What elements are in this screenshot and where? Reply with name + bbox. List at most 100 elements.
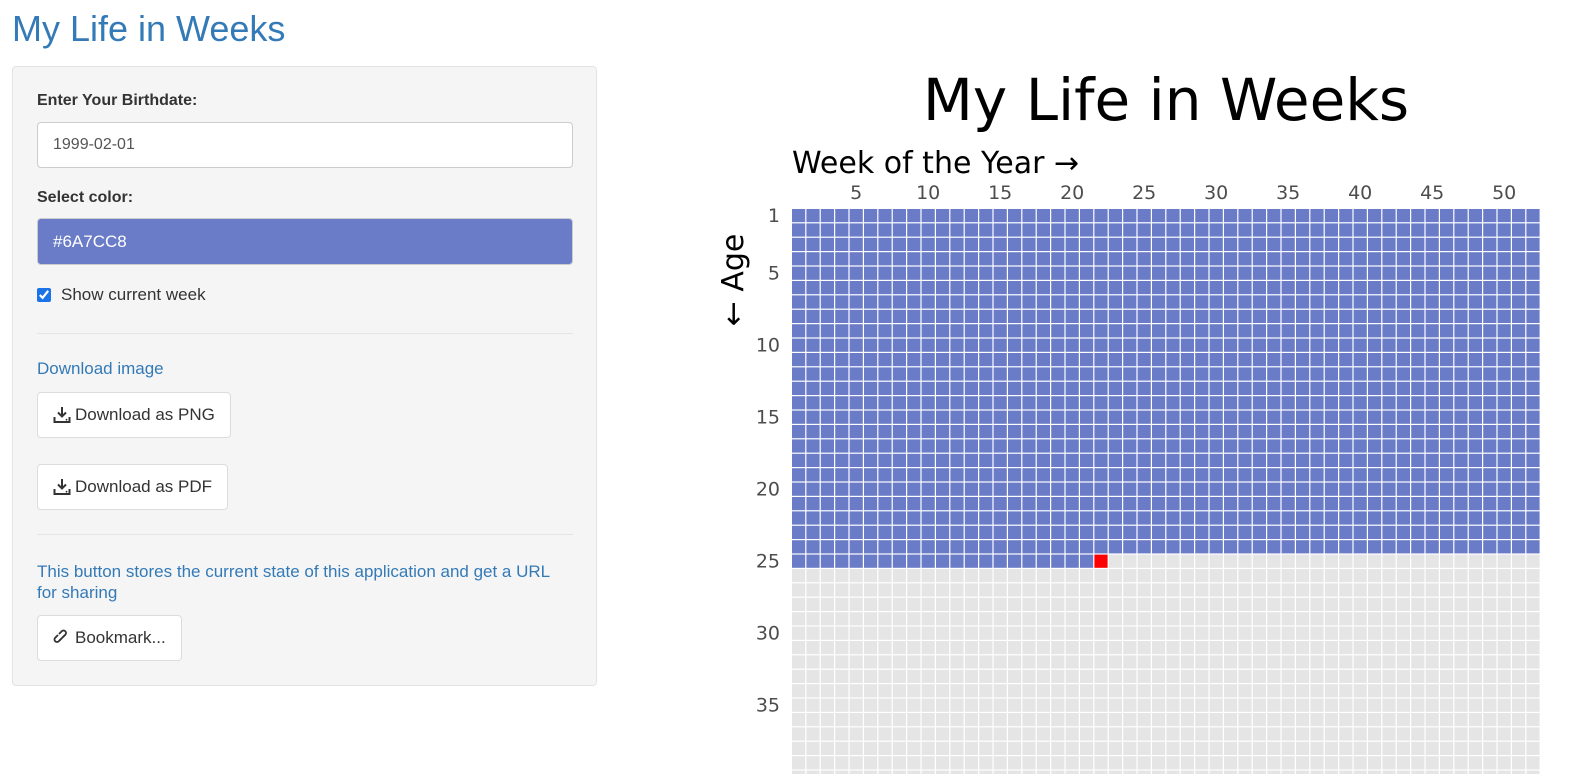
lived-week-cell — [1252, 338, 1266, 352]
lived-week-cell — [1396, 497, 1410, 511]
lived-week-cell — [1396, 381, 1410, 395]
lived-week-cell — [1224, 497, 1238, 511]
lived-week-cell — [964, 439, 978, 453]
lived-week-cell — [1166, 540, 1180, 554]
future-week-cell — [921, 655, 935, 669]
lived-week-cell — [936, 511, 950, 525]
lived-week-cell — [864, 525, 878, 539]
future-week-cell — [907, 626, 921, 640]
lived-week-cell — [1166, 497, 1180, 511]
future-week-cell — [1123, 727, 1137, 741]
future-week-cell — [1008, 684, 1022, 698]
future-week-cell — [1512, 669, 1526, 683]
lived-week-cell — [878, 309, 892, 323]
lived-week-cell — [1080, 525, 1094, 539]
lived-week-cell — [1036, 367, 1050, 381]
lived-week-cell — [950, 324, 964, 338]
lived-week-cell — [1440, 540, 1454, 554]
x-axis-title: Week of the Year → — [792, 146, 1079, 181]
lived-week-cell — [1440, 453, 1454, 467]
download-png-button[interactable]: Download as PNG — [37, 392, 231, 438]
download-pdf-button[interactable]: Download as PDF — [37, 464, 229, 510]
lived-week-cell — [792, 281, 806, 295]
lived-week-cell — [1526, 367, 1540, 381]
future-week-cell — [1209, 669, 1223, 683]
lived-week-cell — [1425, 511, 1439, 525]
future-week-cell — [1353, 713, 1367, 727]
show-current-week-checkbox[interactable] — [37, 288, 51, 302]
lived-week-cell — [1368, 353, 1382, 367]
lived-week-cell — [1411, 281, 1425, 295]
future-week-cell — [1353, 597, 1367, 611]
future-week-cell — [1080, 713, 1094, 727]
future-week-cell — [1080, 756, 1094, 770]
lived-week-cell — [1382, 223, 1396, 237]
lived-week-cell — [1526, 252, 1540, 266]
lived-week-cell — [1512, 381, 1526, 395]
lived-week-cell — [1137, 410, 1151, 424]
lived-week-cell — [1137, 338, 1151, 352]
lived-week-cell — [1252, 511, 1266, 525]
lived-week-cell — [1382, 468, 1396, 482]
future-week-cell — [1209, 583, 1223, 597]
lived-week-cell — [1454, 252, 1468, 266]
lived-week-cell — [864, 540, 878, 554]
future-week-cell — [820, 727, 834, 741]
lived-week-cell — [1065, 209, 1079, 223]
future-week-cell — [1512, 698, 1526, 712]
future-week-cell — [1195, 626, 1209, 640]
lived-week-cell — [1497, 540, 1511, 554]
bookmark-button[interactable]: Bookmark... — [37, 615, 182, 661]
birthdate-input[interactable] — [37, 122, 573, 168]
color-input[interactable] — [37, 218, 573, 265]
future-week-cell — [907, 655, 921, 669]
lived-week-cell — [1065, 453, 1079, 467]
future-week-cell — [993, 698, 1007, 712]
bookmark-label: Bookmark... — [75, 628, 166, 647]
future-week-cell — [1123, 626, 1137, 640]
future-week-cell — [1396, 713, 1410, 727]
lived-week-cell — [993, 237, 1007, 251]
future-week-cell — [1008, 569, 1022, 583]
lived-week-cell — [1454, 295, 1468, 309]
lived-week-cell — [1512, 396, 1526, 410]
lived-week-cell — [1296, 497, 1310, 511]
future-week-cell — [1080, 569, 1094, 583]
future-week-cell — [1267, 669, 1281, 683]
lived-week-cell — [792, 482, 806, 496]
lived-week-cell — [1468, 396, 1482, 410]
lived-week-cell — [806, 482, 820, 496]
lived-week-cell — [1080, 209, 1094, 223]
future-week-cell — [1368, 756, 1382, 770]
future-week-cell — [1353, 612, 1367, 626]
lived-week-cell — [1036, 281, 1050, 295]
lived-week-cell — [878, 425, 892, 439]
future-week-cell — [1036, 655, 1050, 669]
lived-week-cell — [878, 525, 892, 539]
future-week-cell — [1022, 741, 1036, 755]
future-week-cell — [1483, 554, 1497, 568]
lived-week-cell — [1152, 482, 1166, 496]
lived-week-cell — [806, 554, 820, 568]
lived-week-cell — [907, 468, 921, 482]
lived-week-cell — [1094, 252, 1108, 266]
future-week-cell — [964, 626, 978, 640]
lived-week-cell — [1108, 482, 1122, 496]
lived-week-cell — [993, 338, 1007, 352]
lived-week-cell — [1281, 266, 1295, 280]
lived-week-cell — [1310, 468, 1324, 482]
lived-week-cell — [1526, 309, 1540, 323]
lived-week-cell — [907, 223, 921, 237]
future-week-cell — [878, 741, 892, 755]
lived-week-cell — [1180, 453, 1194, 467]
future-week-cell — [1353, 669, 1367, 683]
lived-week-cell — [1065, 468, 1079, 482]
lived-week-cell — [979, 554, 993, 568]
future-week-cell — [1526, 713, 1540, 727]
lived-week-cell — [864, 410, 878, 424]
future-week-cell — [1252, 612, 1266, 626]
lived-week-cell — [1396, 453, 1410, 467]
lived-week-cell — [1353, 353, 1367, 367]
show-current-week-row[interactable]: Show current week — [37, 285, 206, 305]
lived-week-cell — [806, 223, 820, 237]
